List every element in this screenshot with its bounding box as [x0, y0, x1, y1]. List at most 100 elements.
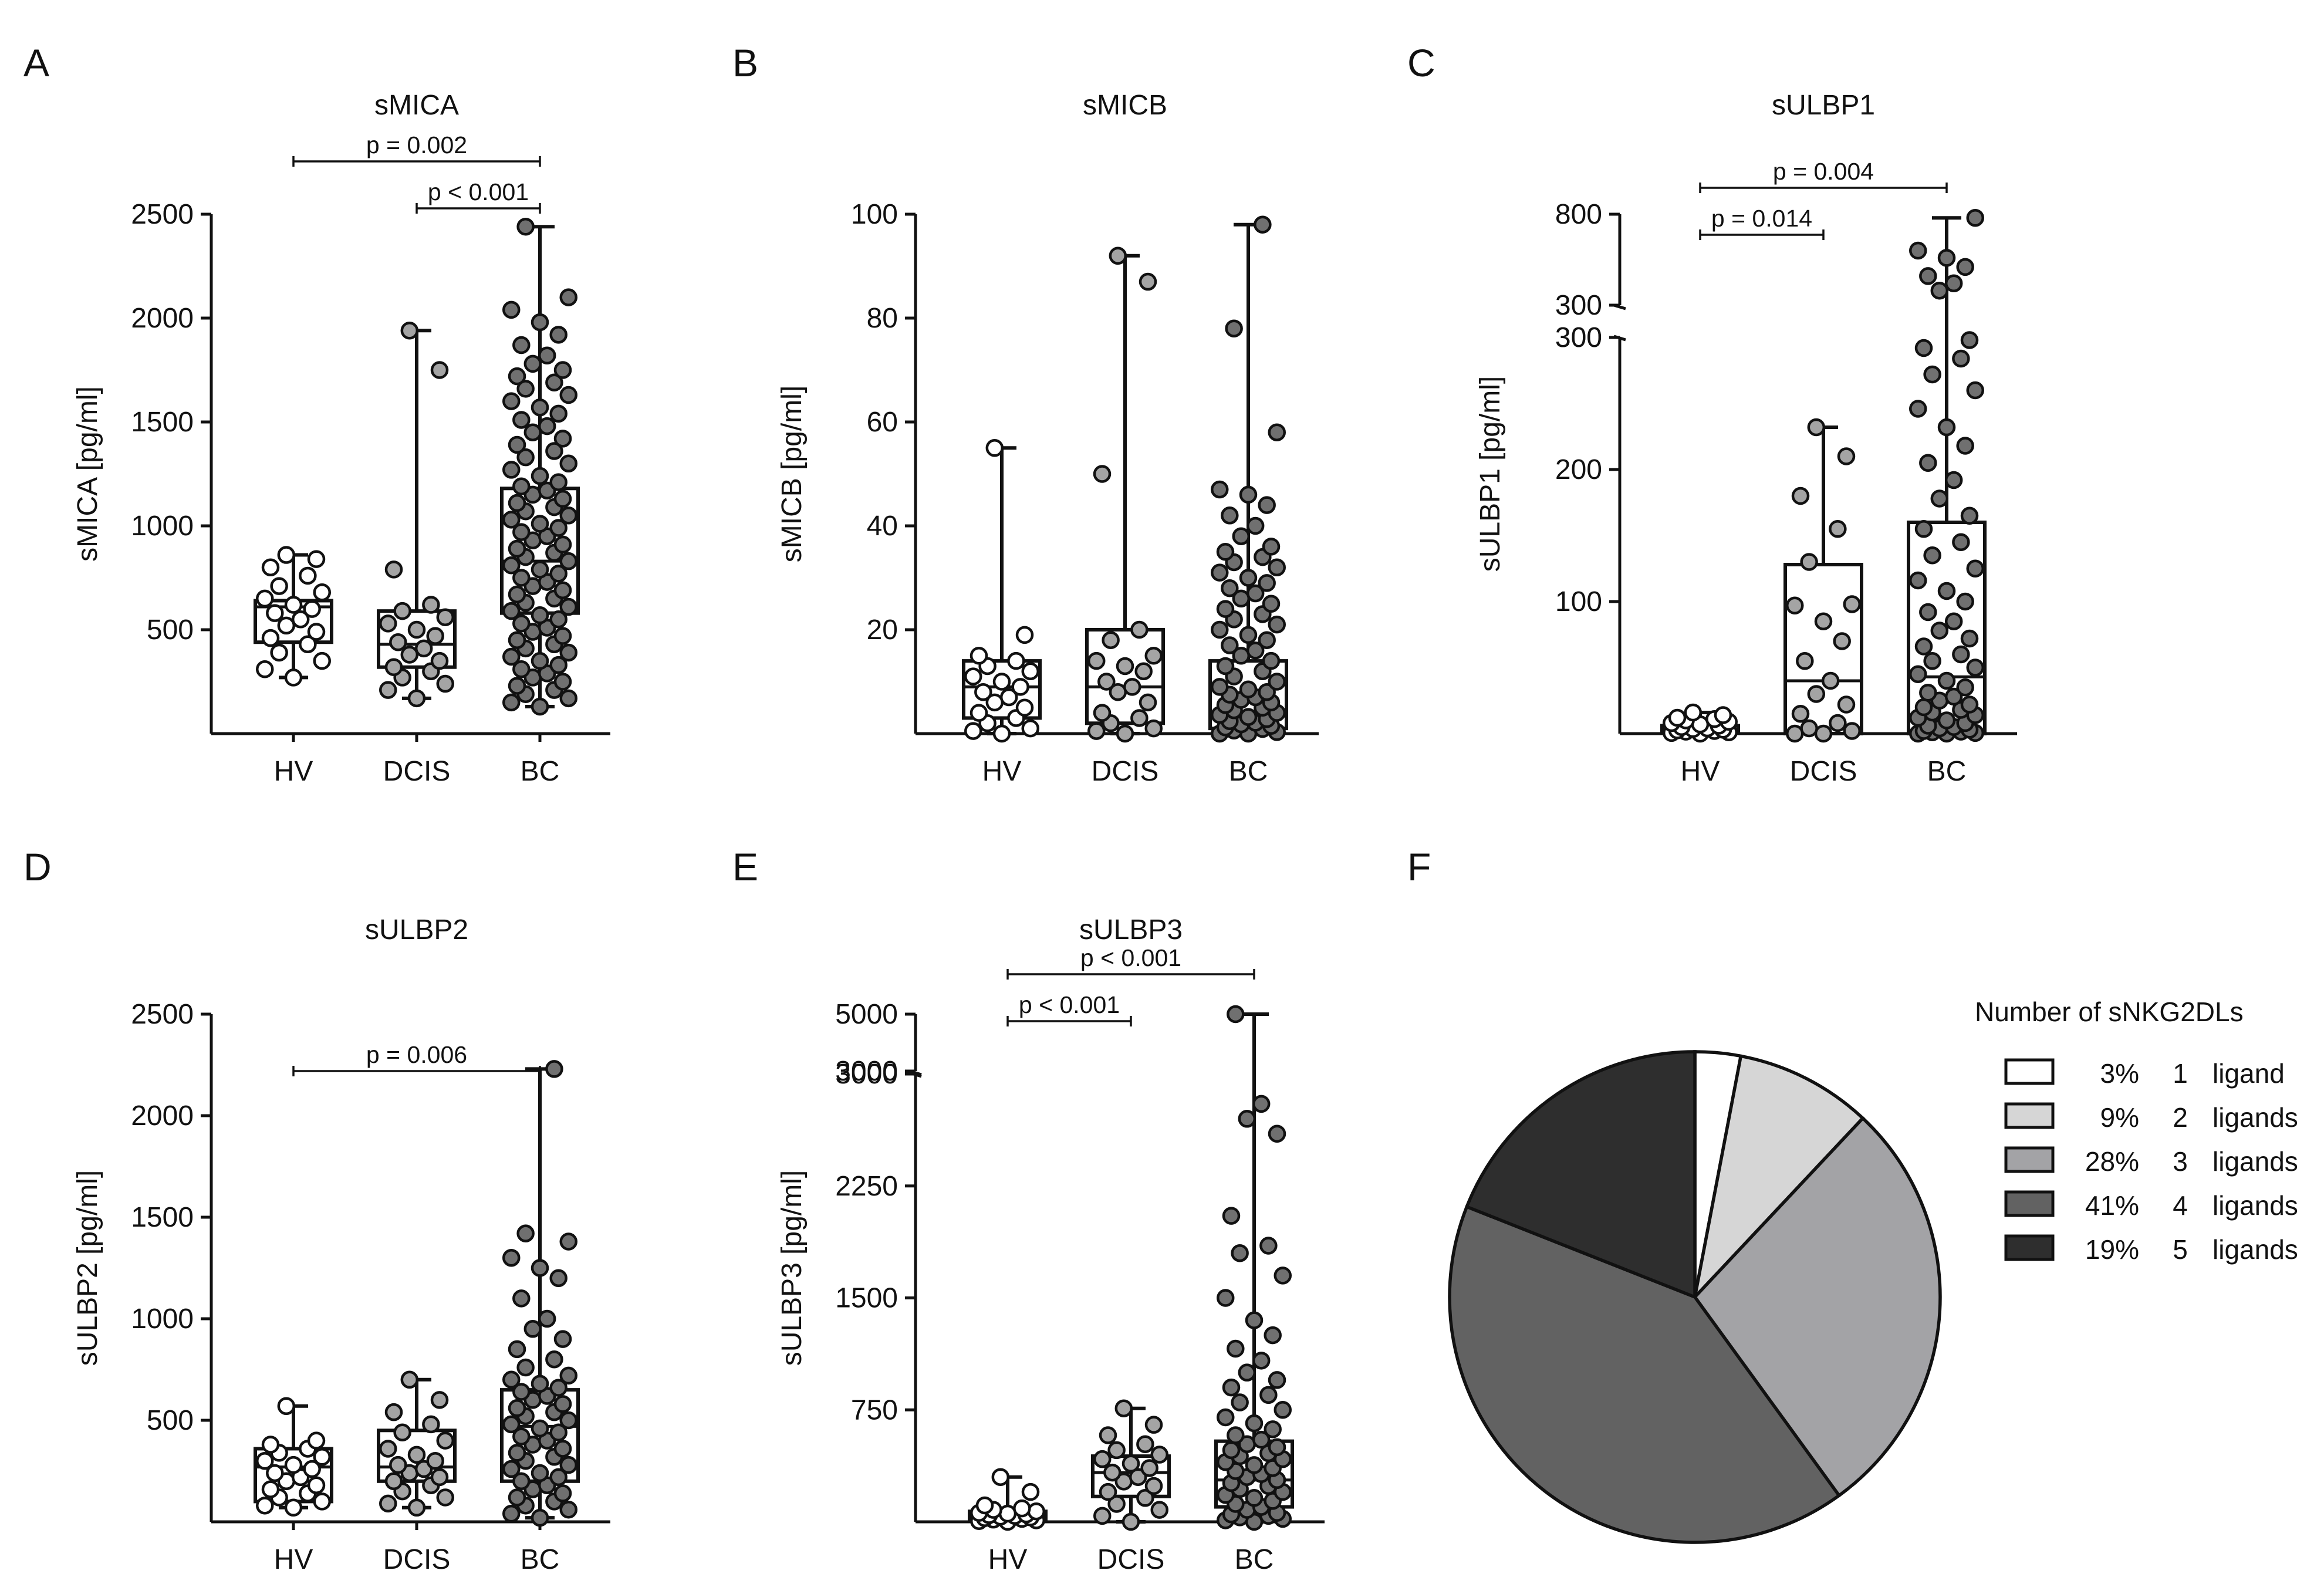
data-point-e-dcis	[1107, 1495, 1126, 1513]
data-point-d-bc	[512, 1289, 531, 1308]
data-point-c-dcis	[1843, 595, 1861, 613]
data-point-e-bc	[1217, 1408, 1235, 1427]
panel-title-c: sULBP1	[1772, 90, 1875, 121]
data-point-a-bc	[531, 697, 549, 716]
data-point-a-hv	[299, 635, 317, 654]
data-point-c-bc	[1952, 349, 1970, 368]
data-point-e-bc	[1222, 1441, 1241, 1460]
data-point-d-bc	[512, 1427, 531, 1446]
data-point-c-dcis	[1786, 596, 1804, 614]
x-tick-label-b: DCIS	[1092, 756, 1159, 787]
x-tick-label-a: DCIS	[383, 756, 451, 787]
data-point-a-dcis	[384, 658, 403, 676]
data-point-a-dcis	[436, 674, 454, 693]
data-point-b-dcis	[1093, 704, 1112, 722]
data-point-a-bc	[502, 392, 521, 410]
data-point-d-bc	[549, 1379, 568, 1397]
data-point-c-bc	[1937, 249, 1956, 267]
legend-percent: 41%	[2085, 1190, 2139, 1221]
y-tick-label-e: 750	[851, 1394, 898, 1426]
data-point-d-bc	[531, 1375, 549, 1393]
data-point-a-bc	[512, 477, 531, 495]
y-tick-label-e: 2250	[835, 1171, 898, 1202]
data-point-e-bc	[1252, 1352, 1271, 1370]
data-point-a-bc	[512, 569, 531, 587]
data-point-c-dcis	[1814, 612, 1833, 630]
data-point-b-bc	[1258, 683, 1276, 701]
p-value-label-a: p < 0.001	[428, 178, 529, 205]
data-point-b-bc	[1262, 651, 1281, 670]
data-point-a-dcis	[384, 560, 403, 579]
data-point-b-hv	[1015, 626, 1034, 644]
data-point-d-dcis	[407, 1498, 426, 1517]
data-point-e-hv	[1013, 1499, 1031, 1518]
legend-percent: 3%	[2100, 1058, 2139, 1089]
data-point-e-dcis	[1136, 1489, 1154, 1507]
y-axis-label-b: sMICB [pg/ml]	[776, 386, 808, 562]
data-point-d-hv	[256, 1497, 274, 1515]
data-point-c-dcis	[1800, 553, 1818, 571]
data-point-c-dcis	[1821, 671, 1840, 690]
data-point-b-bc	[1216, 657, 1235, 676]
legend-count: 2	[2173, 1102, 2188, 1133]
x-tick-label-e: DCIS	[1097, 1544, 1165, 1575]
data-point-d-dcis	[436, 1488, 454, 1507]
panel-title-b: sMICB	[1083, 90, 1167, 121]
data-point-c-dcis	[1791, 487, 1810, 505]
legend-percent: 19%	[2085, 1234, 2139, 1265]
legend-percent: 28%	[2085, 1146, 2139, 1177]
data-point-e-hv	[991, 1468, 1010, 1486]
data-point-d-bc	[516, 1224, 535, 1242]
legend-unit: ligands	[2212, 1234, 2298, 1265]
data-point-d-hv	[313, 1492, 331, 1511]
data-point-d-dcis	[426, 1451, 444, 1470]
data-point-c-bc	[1937, 582, 1956, 600]
data-point-c-bc	[1937, 671, 1956, 690]
data-point-a-bc	[502, 300, 521, 319]
data-point-e-hv	[975, 1496, 994, 1515]
data-point-d-hv	[303, 1460, 321, 1478]
data-point-a-hv	[270, 577, 288, 595]
data-point-b-bc	[1216, 543, 1235, 561]
data-point-e-hv	[1021, 1482, 1040, 1501]
data-point-b-bc	[1221, 506, 1239, 525]
data-point-b-hv	[1015, 698, 1034, 717]
data-point-e-bc	[1274, 1267, 1292, 1285]
data-point-e-dcis	[1107, 1441, 1126, 1460]
data-point-a-dcis	[407, 689, 426, 708]
data-point-a-bc	[553, 430, 572, 448]
data-point-d-dcis	[389, 1455, 407, 1474]
x-tick-label-d: DCIS	[383, 1544, 451, 1575]
data-point-c-bc	[1960, 331, 1979, 349]
data-point-d-dcis	[430, 1468, 449, 1487]
data-point-c-dcis	[1800, 719, 1818, 738]
data-point-a-bc	[508, 367, 526, 386]
data-point-d-bc	[553, 1330, 572, 1348]
y-tick-label-d: 2000	[131, 1100, 194, 1132]
data-point-e-bc	[1259, 1386, 1278, 1404]
y-tick-label-a: 2500	[131, 199, 194, 230]
data-point-a-bc	[508, 631, 526, 649]
data-point-e-dcis	[1129, 1468, 1147, 1486]
data-point-b-bc	[1262, 595, 1281, 613]
data-point-e-bc	[1227, 1339, 1245, 1358]
data-point-d-hv	[307, 1476, 326, 1494]
y-axis-label-d: sULBP2 [pg/ml]	[72, 1170, 103, 1366]
data-point-a-bc	[559, 643, 577, 662]
data-point-a-bc	[502, 602, 521, 620]
data-point-e-bc	[1245, 1489, 1264, 1507]
legend-unit: ligand	[2212, 1058, 2285, 1089]
data-point-b-bc	[1239, 626, 1258, 644]
data-point-a-dcis	[393, 602, 411, 620]
data-point-b-hv	[974, 683, 992, 701]
y-tick-label-c: 200	[1555, 454, 1602, 485]
data-point-d-dcis	[384, 1472, 403, 1491]
data-point-e-bc	[1268, 1438, 1286, 1457]
data-point-e-dcis	[1150, 1446, 1168, 1464]
data-point-d-bc	[508, 1444, 526, 1462]
data-point-a-hv	[266, 604, 284, 622]
data-point-a-bc	[538, 417, 556, 435]
legend-percent: 9%	[2100, 1102, 2139, 1133]
data-point-d-bc	[553, 1395, 572, 1413]
